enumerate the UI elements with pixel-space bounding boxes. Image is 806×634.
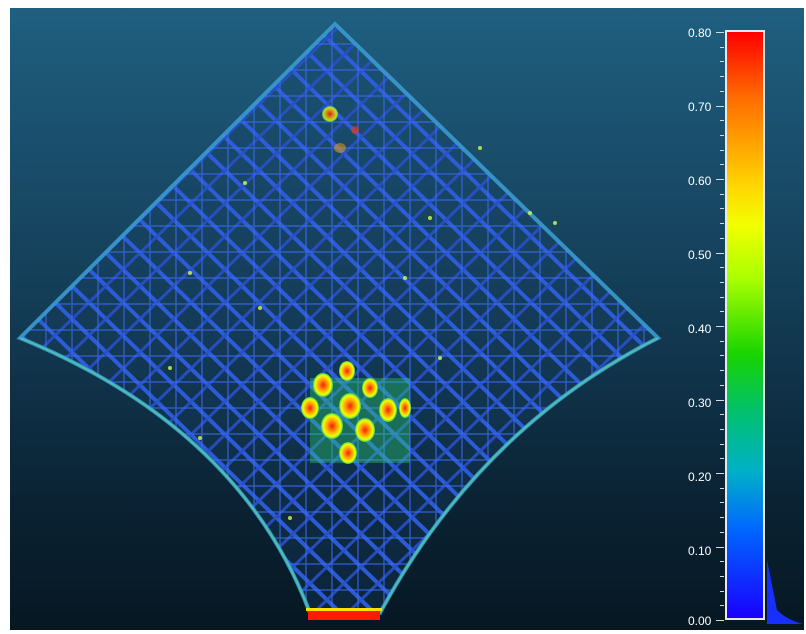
color-scale-tick bbox=[720, 517, 724, 519]
tick-label-0-80: 0.80 bbox=[688, 26, 712, 40]
color-scale-tick bbox=[716, 326, 724, 327]
color-scale-tick bbox=[720, 149, 724, 151]
color-scale-tick bbox=[720, 531, 724, 533]
distribution-histogram bbox=[767, 560, 803, 624]
structure-base bbox=[308, 611, 380, 620]
color-scale-tick bbox=[716, 620, 724, 621]
tick-label-0-40: 0.40 bbox=[688, 322, 712, 336]
tick-label-0-70: 0.70 bbox=[688, 100, 712, 114]
color-scale-tick bbox=[720, 208, 724, 210]
color-scale-tick bbox=[720, 370, 724, 372]
color-scale-tick bbox=[716, 105, 724, 107]
color-scale-tick bbox=[716, 546, 724, 548]
color-scale-tick bbox=[716, 252, 724, 254]
point-cloud-viewport bbox=[10, 8, 804, 630]
color-scale-tick bbox=[720, 193, 724, 195]
color-scale-tick bbox=[720, 487, 724, 489]
color-scale-tick bbox=[720, 428, 724, 430]
structure-outline-highlight-right bbox=[379, 337, 659, 614]
color-scale-tick bbox=[720, 281, 724, 283]
tick-label-0-60: 0.60 bbox=[688, 174, 712, 188]
color-scale-tick bbox=[720, 414, 724, 416]
deviation-hotspot-cluster bbox=[301, 361, 411, 464]
color-scale-tick bbox=[716, 473, 724, 474]
color-scale-tick bbox=[720, 443, 724, 445]
color-scale-tick bbox=[720, 605, 724, 607]
color-scale-tick bbox=[720, 90, 724, 92]
color-scale-tick bbox=[720, 223, 724, 225]
color-scale-tick bbox=[716, 399, 724, 401]
color-scale-tick bbox=[720, 340, 724, 342]
color-scale-tick bbox=[720, 76, 724, 78]
color-scale-tick bbox=[720, 502, 724, 504]
color-scale-tick bbox=[720, 384, 724, 386]
structure-outline-highlight bbox=[19, 337, 311, 614]
color-scale-tick bbox=[720, 355, 724, 357]
lattice-structure-render bbox=[16, 21, 662, 620]
tick-label-0-20: 0.20 bbox=[688, 470, 712, 484]
scattered-deviation-points bbox=[168, 146, 557, 520]
color-scale-tick bbox=[720, 120, 724, 122]
tick-label-0-00: 0.00 bbox=[688, 614, 712, 628]
lattice-body bbox=[20, 24, 658, 613]
color-scale-tick bbox=[720, 561, 724, 563]
color-scale-tick bbox=[720, 61, 724, 63]
color-scale-tick bbox=[720, 237, 724, 239]
color-scale-tick bbox=[720, 134, 724, 136]
color-scale-tick bbox=[716, 32, 724, 33]
color-scale-tick bbox=[720, 164, 724, 166]
structure-base-edge bbox=[306, 608, 382, 611]
deviation-hotspot-top bbox=[322, 106, 359, 153]
color-scale-tick bbox=[716, 179, 724, 180]
color-scale-tick bbox=[720, 267, 724, 269]
tick-label-0-50: 0.50 bbox=[688, 248, 712, 262]
color-scale-bar bbox=[725, 30, 765, 620]
tick-label-0-10: 0.10 bbox=[688, 544, 712, 558]
color-scale-tick bbox=[720, 296, 724, 298]
tick-label-0-30: 0.30 bbox=[688, 396, 712, 410]
color-scale-tick bbox=[720, 590, 724, 592]
color-scale-tick bbox=[720, 575, 724, 577]
color-scale-tick bbox=[720, 458, 724, 460]
color-scale-tick bbox=[720, 311, 724, 313]
color-scale-tick bbox=[720, 46, 724, 48]
